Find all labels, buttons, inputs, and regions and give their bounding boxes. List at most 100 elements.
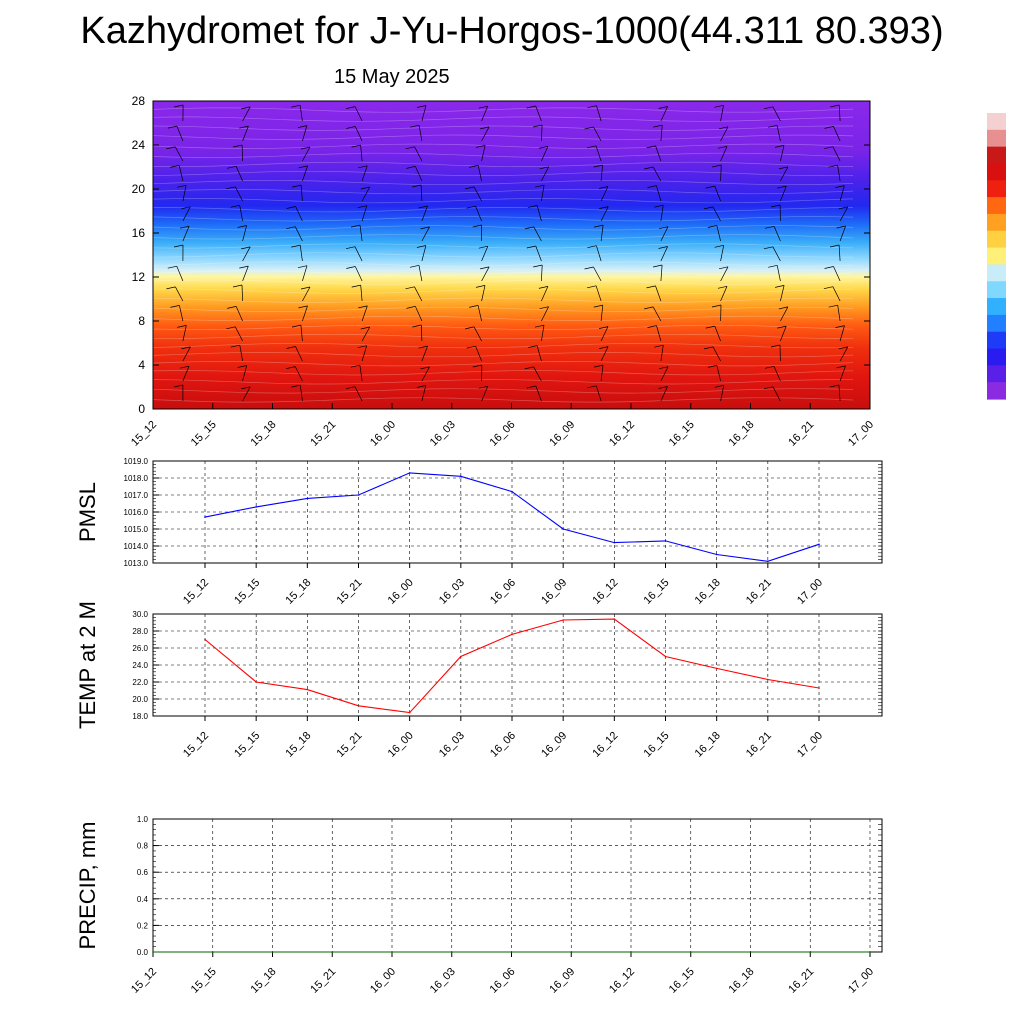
wind-barb-flag xyxy=(593,164,603,168)
wind-barb xyxy=(477,305,482,322)
x-tick-label: 15_12 xyxy=(181,577,211,607)
wind-barb-flag xyxy=(346,266,356,269)
y-tick-label: 12 xyxy=(132,270,146,284)
wind-barb-flag xyxy=(658,106,668,109)
wind-barb-flag xyxy=(230,344,240,348)
colorbar-swatch xyxy=(987,129,1006,148)
contour-line xyxy=(152,207,854,213)
wind-barb xyxy=(481,246,489,262)
wind-barb-flag xyxy=(181,346,191,350)
colorbar-swatch xyxy=(987,197,1006,215)
x-tick-label: 15_21 xyxy=(308,966,338,996)
wind-barb-flag xyxy=(586,145,597,149)
contour-line xyxy=(152,116,854,122)
wind-barb-flag xyxy=(406,166,416,169)
wind-barb xyxy=(359,365,363,382)
wind-barb xyxy=(720,245,725,262)
wind-barb xyxy=(541,146,549,162)
data-point xyxy=(271,951,274,953)
y-tick-label: 0.6 xyxy=(137,868,149,877)
wind-barb-flag xyxy=(358,305,368,309)
wind-barb xyxy=(182,366,190,382)
wind-barb xyxy=(600,206,609,222)
wind-barb-flag xyxy=(177,184,187,188)
wind-barb-flag xyxy=(466,205,476,209)
contour-line xyxy=(152,288,854,294)
wind-barb xyxy=(481,285,486,302)
wind-barb-flag xyxy=(593,304,603,308)
wind-barb xyxy=(299,105,303,122)
wind-barb-flag xyxy=(480,126,490,130)
wind-barb xyxy=(541,325,545,342)
y-tick-label: 1.0 xyxy=(137,815,149,824)
wind-barb xyxy=(295,346,303,362)
wind-barb xyxy=(414,146,423,162)
data-point xyxy=(212,951,214,953)
wind-barb-flag xyxy=(707,365,717,368)
wind-barb xyxy=(178,165,184,182)
wind-barb xyxy=(481,106,489,122)
wind-barb-flag xyxy=(646,285,656,289)
wind-barb xyxy=(541,185,545,202)
wind-barb xyxy=(838,104,841,122)
wind-barb-flag xyxy=(241,246,251,250)
contour-line xyxy=(152,243,854,249)
wind-barb-flag xyxy=(166,146,176,150)
wind-barb xyxy=(596,245,602,262)
wind-barb-flag xyxy=(166,286,176,290)
y-tick-label: 28.0 xyxy=(132,627,148,636)
wind-barb xyxy=(541,306,549,322)
x-tick-label: 16_00 xyxy=(386,577,416,607)
wind-barb-flag xyxy=(836,365,846,369)
data-point xyxy=(715,667,718,670)
wind-barb-flag xyxy=(177,325,187,328)
wind-barb xyxy=(239,345,243,362)
contour-line xyxy=(152,170,854,177)
wind-barb-flag xyxy=(350,364,360,368)
wind-barb-flag xyxy=(416,245,426,248)
colorbar-swatch xyxy=(987,213,1006,232)
wind-barb-flag xyxy=(298,305,308,309)
contour-line xyxy=(152,152,854,158)
wind-barb xyxy=(234,186,243,202)
y-tick-label: 26.0 xyxy=(132,644,148,653)
wind-barb xyxy=(720,126,729,142)
x-tick-label: 17_00 xyxy=(846,419,876,449)
wind-barb-flag xyxy=(587,285,597,289)
wind-barb xyxy=(712,346,721,362)
y-tick-label: 18.0 xyxy=(132,712,148,721)
wind-barb xyxy=(182,226,190,242)
wind-barb xyxy=(716,225,721,242)
wind-barb xyxy=(421,226,430,242)
x-tick-label: 15_15 xyxy=(189,966,219,996)
wind-barb-flag xyxy=(647,325,657,328)
wind-barb xyxy=(354,266,363,282)
wind-barb xyxy=(714,185,721,202)
contour-line xyxy=(152,161,854,167)
wind-barb-flag xyxy=(237,365,247,368)
wind-barb-flag xyxy=(594,224,604,228)
wind-barb-flag xyxy=(714,104,724,108)
wind-barb-flag xyxy=(830,244,840,248)
contour-line xyxy=(152,297,854,303)
wind-barb-flag xyxy=(237,225,247,228)
wind-barb-flag xyxy=(764,365,775,369)
wind-barb xyxy=(242,246,251,262)
wind-barb-flag xyxy=(405,146,415,150)
wind-barb-flag xyxy=(173,244,184,248)
wind-barb xyxy=(294,366,303,382)
colorbar-swatch xyxy=(987,314,1006,333)
wind-barb xyxy=(652,166,662,182)
contour-line xyxy=(152,234,854,240)
wind-barb-flag xyxy=(598,186,609,189)
wind-barb-flag xyxy=(357,205,367,209)
wind-barb-flag xyxy=(291,324,301,328)
wind-barb xyxy=(354,106,363,122)
wind-barb xyxy=(354,386,363,402)
wind-barb-flag xyxy=(718,126,729,130)
wind-barb xyxy=(660,106,669,122)
x-tick-label: 15_21 xyxy=(335,730,365,760)
contour-line xyxy=(152,352,854,358)
wind-barb-flag xyxy=(297,265,308,269)
wind-barb-flag xyxy=(360,326,370,330)
